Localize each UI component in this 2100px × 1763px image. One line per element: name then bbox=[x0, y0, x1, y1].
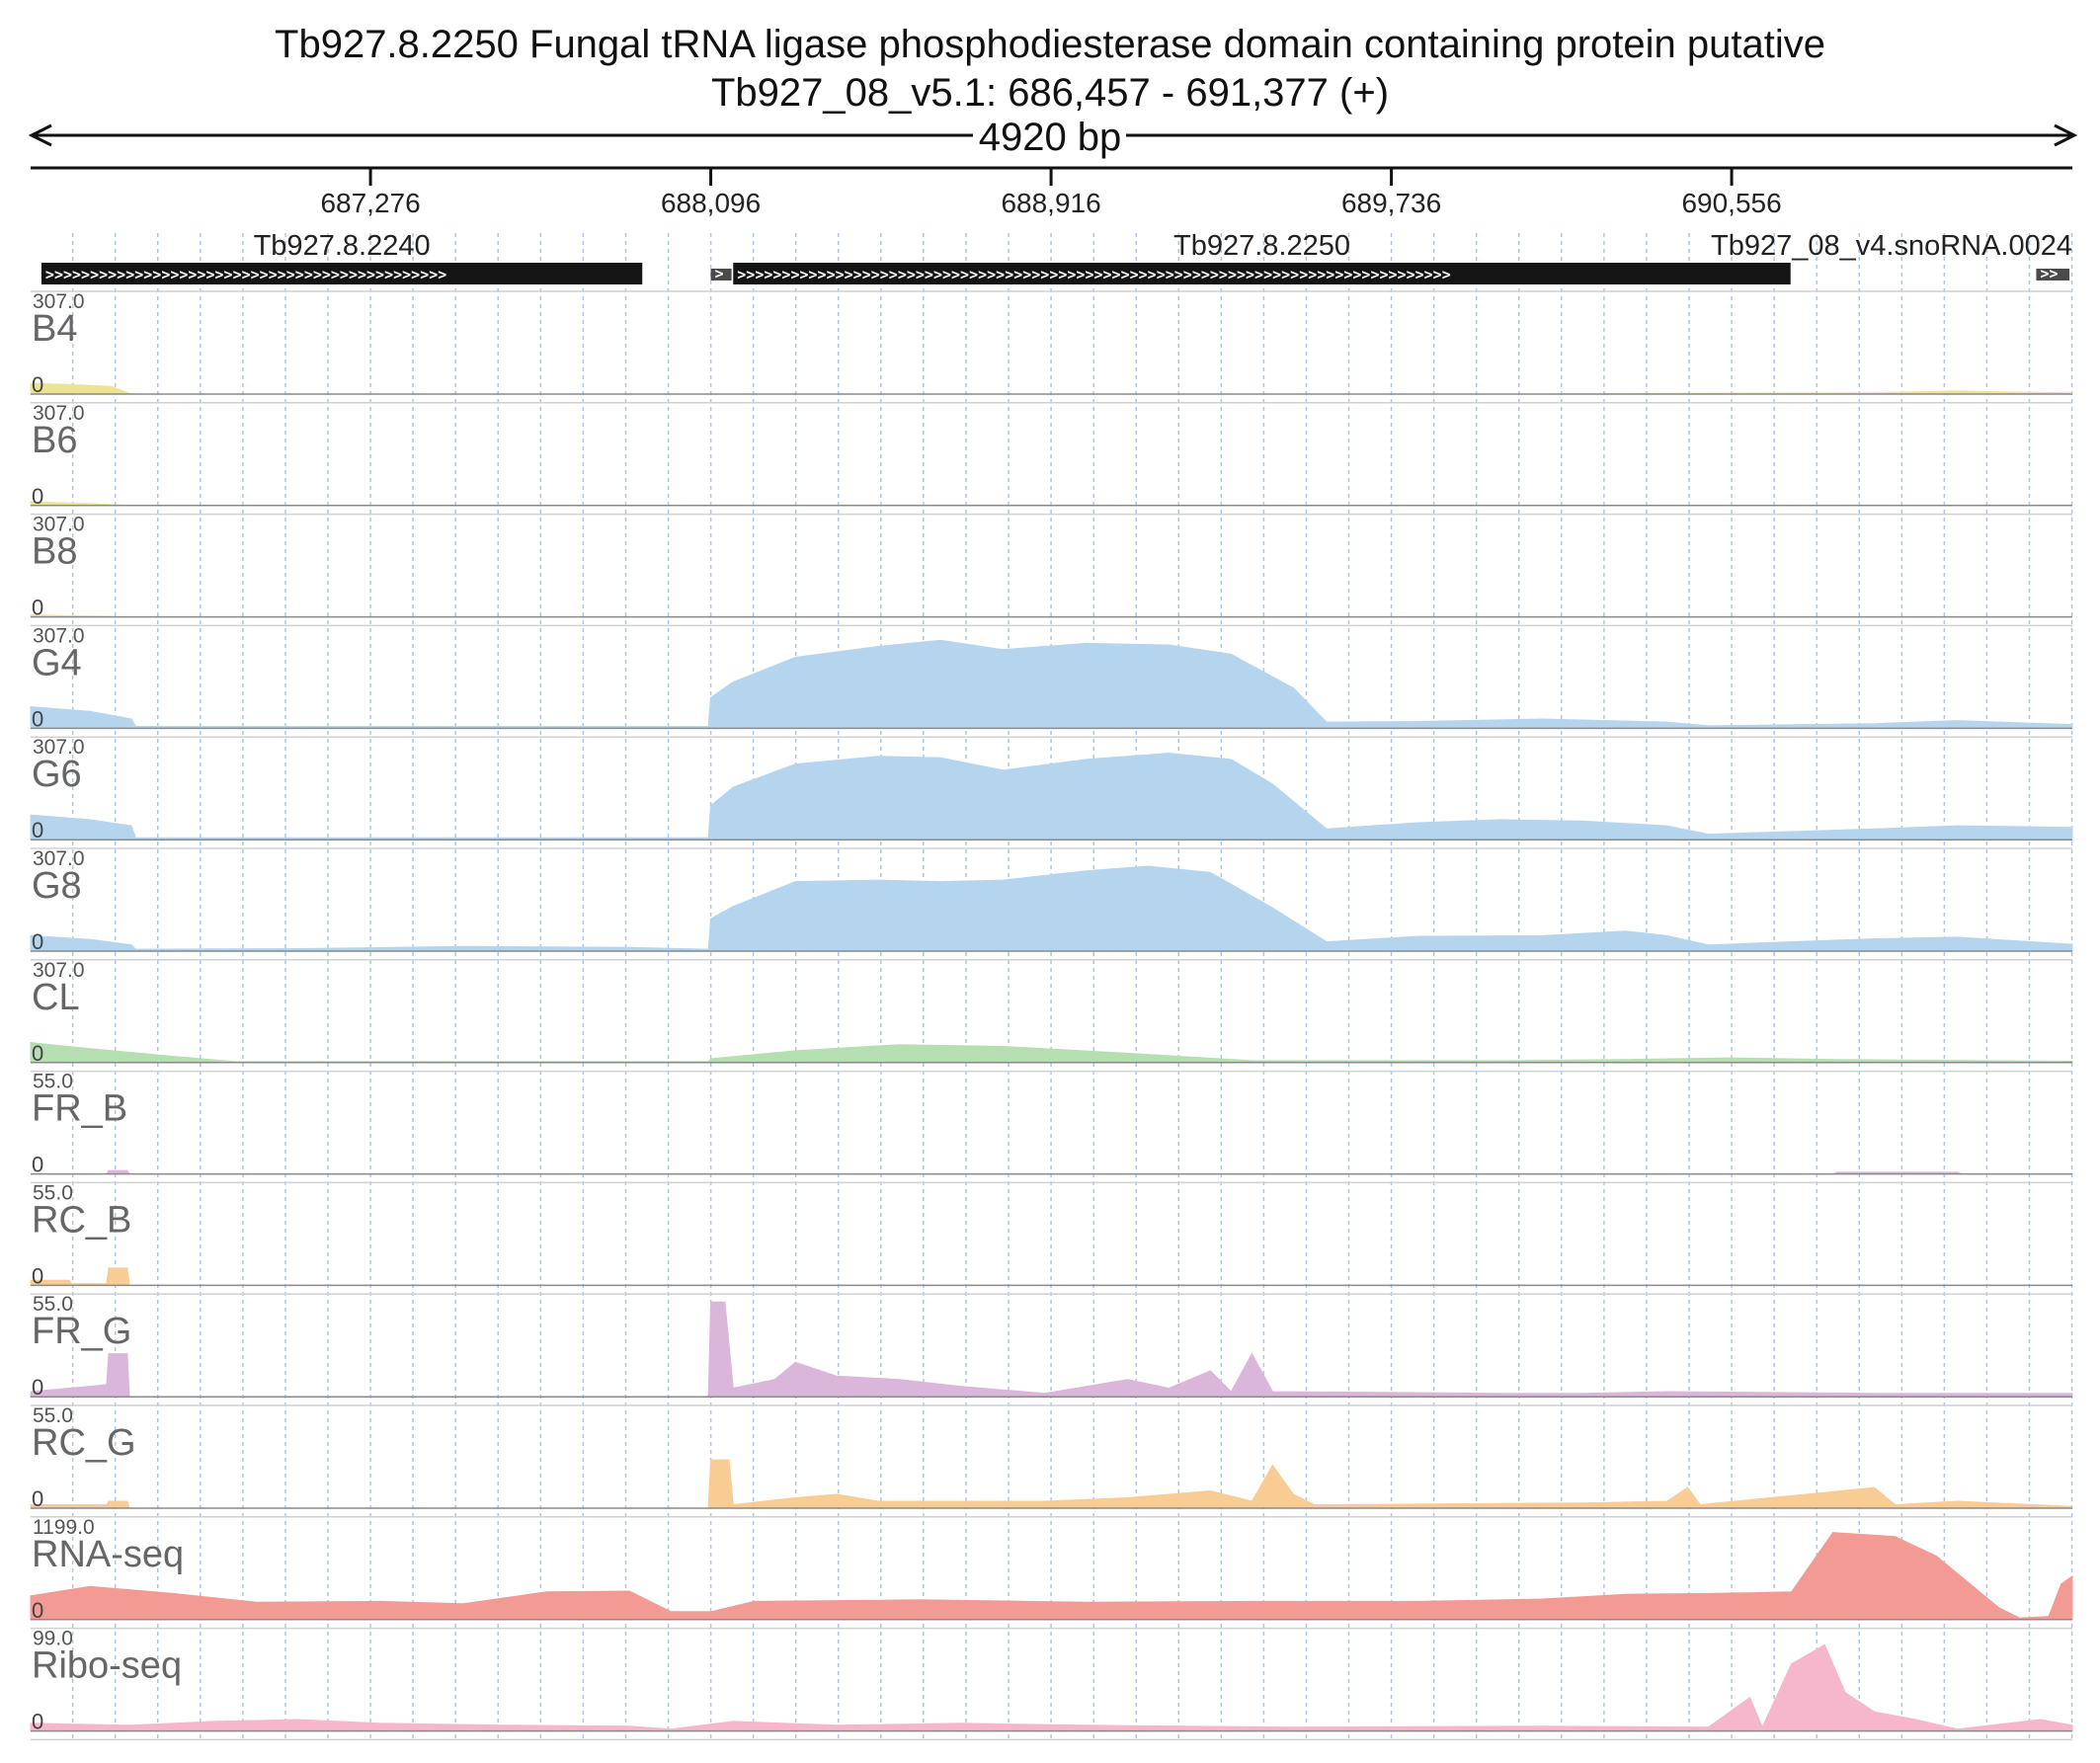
track-zero-label: 0 bbox=[32, 1486, 43, 1511]
strand-arrows: >>>>>>>>>>>>>>>>>>>>>>>>>>>>>>>>>>>>>>>>… bbox=[45, 266, 446, 283]
track-name: RNA-seq bbox=[32, 1534, 184, 1575]
track-max-label: 1199.0 bbox=[33, 1516, 95, 1539]
coverage-area bbox=[30, 382, 2073, 395]
span-ruler: 4920 bp bbox=[28, 116, 2078, 159]
track-zero-label: 0 bbox=[32, 706, 43, 731]
gene-feature: >>>>>>>>>>>>>>>>>>>>>>>>>>>>>>>>>>>>>>>>… bbox=[733, 230, 1791, 284]
track-max-label: 307.0 bbox=[33, 624, 85, 647]
track-g6: 307.0G6 0 bbox=[30, 736, 2073, 842]
gene-body bbox=[40, 263, 643, 284]
x-tick-label: 690,556 bbox=[1681, 188, 1781, 218]
track-name: RC_G bbox=[32, 1422, 136, 1464]
coverage-area bbox=[30, 639, 2073, 729]
gene-feature: > bbox=[710, 265, 732, 282]
track-cl: 307.0CL 0 bbox=[30, 959, 2073, 1066]
track-max-label: 307.0 bbox=[33, 847, 85, 870]
gene-feature: >>>>>>>>>>>>>>>>>>>>>>>>>>>>>>>>>>>>>>>>… bbox=[40, 230, 643, 284]
track-max-label: 307.0 bbox=[33, 514, 85, 536]
track-name: B4 bbox=[32, 308, 77, 350]
gridlines bbox=[71, 233, 2073, 1740]
track-zero-label: 0 bbox=[32, 484, 43, 509]
coverage-area bbox=[30, 1301, 2073, 1398]
track-rc-b: 55.0RC_B 0 bbox=[30, 1181, 2072, 1288]
track-zero-label: 0 bbox=[32, 1375, 43, 1400]
track-max-label: 55.0 bbox=[33, 1404, 73, 1427]
track-max-label: 307.0 bbox=[33, 959, 85, 982]
x-tick-label: 687,276 bbox=[320, 188, 420, 218]
track-zero-label: 0 bbox=[32, 596, 43, 620]
track-b6: 307.0B6 0 bbox=[30, 402, 2073, 509]
track-zero-label: 0 bbox=[32, 1598, 43, 1623]
track-rc-g: 55.0RC_G 0 bbox=[30, 1404, 2073, 1511]
track-fr-g: 55.0FR_G 0 bbox=[30, 1293, 2073, 1400]
track-zero-label: 0 bbox=[32, 1153, 43, 1177]
gene-label: Tb927.8.2240 bbox=[254, 230, 431, 262]
coverage-tracks: 307.0B40307.0B60307.0B80307.0G40307.0G60… bbox=[30, 290, 2073, 1741]
track-fr-b: 55.0FR_B 0 bbox=[31, 1071, 2072, 1177]
track-name: B8 bbox=[32, 531, 77, 573]
gene-label: Tb927.8.2250 bbox=[1173, 230, 1350, 262]
track-name: RC_B bbox=[32, 1199, 131, 1241]
coverage-area bbox=[30, 753, 2073, 841]
track-zero-label: 0 bbox=[32, 1710, 43, 1734]
coverage-area bbox=[30, 1041, 2073, 1064]
chart-title: Tb927.8.2250 Fungal tRNA ligase phosphod… bbox=[275, 23, 1825, 66]
track-max-label: 55.0 bbox=[33, 1293, 73, 1316]
x-tick-label: 689,736 bbox=[1341, 188, 1441, 218]
x-tick-label: 688,916 bbox=[1001, 188, 1100, 218]
strand-arrows: >>>>>>>>>>>>>>>>>>>>>>>>>>>>>>>>>>>>>>>>… bbox=[737, 266, 1450, 283]
track-g4: 307.0G4 0 bbox=[30, 624, 2073, 731]
span-label: 4920 bp bbox=[979, 116, 1122, 159]
track-max-label: 307.0 bbox=[33, 736, 85, 759]
gene-body bbox=[2036, 269, 2070, 280]
x-tick-label: 688,096 bbox=[661, 188, 761, 218]
track-name: G6 bbox=[32, 754, 82, 795]
track-max-label: 307.0 bbox=[33, 290, 85, 313]
gene-annotation-track: >>>>>>>>>>>>>>>>>>>>>>>>>>>>>>>>>>>>>>>>… bbox=[40, 230, 2072, 284]
track-zero-label: 0 bbox=[32, 929, 43, 954]
track-name: FR_G bbox=[32, 1311, 131, 1352]
coverage-area bbox=[30, 1643, 2073, 1732]
track-name: G8 bbox=[32, 865, 82, 907]
coverage-area bbox=[30, 865, 2073, 952]
track-name: CL bbox=[32, 977, 80, 1018]
chart-subtitle: Tb927_08_v5.1: 686,457 - 691,377 (+) bbox=[711, 71, 1389, 115]
track-max-label: 55.0 bbox=[33, 1071, 73, 1093]
track-g8: 307.0G8 0 bbox=[30, 847, 2073, 954]
coverage-area bbox=[30, 1459, 2073, 1509]
gene-feature: >> Tb927_08_v4.snoRNA.0024 bbox=[1711, 230, 2072, 282]
strand-arrows: >> bbox=[2040, 265, 2058, 282]
track-zero-label: 0 bbox=[32, 1041, 43, 1066]
track-b4: 307.0B4 0 bbox=[30, 290, 2073, 397]
track-zero-label: 0 bbox=[32, 372, 43, 397]
track-b8: 307.0B8 0 bbox=[30, 514, 2072, 620]
gene-label: Tb927_08_v4.snoRNA.0024 bbox=[1711, 230, 2072, 262]
track-name: FR_B bbox=[32, 1088, 127, 1130]
coverage-area bbox=[30, 1532, 2073, 1621]
gene-body bbox=[710, 269, 732, 280]
track-name: Ribo-seq bbox=[32, 1645, 182, 1687]
gene-body bbox=[733, 263, 1791, 284]
track-max-label: 99.0 bbox=[33, 1628, 73, 1650]
track-max-label: 55.0 bbox=[33, 1181, 73, 1204]
track-zero-label: 0 bbox=[32, 1263, 43, 1288]
track-zero-label: 0 bbox=[32, 818, 43, 842]
track-name: B6 bbox=[32, 420, 77, 461]
strand-arrows: > bbox=[715, 265, 724, 282]
track-max-label: 307.0 bbox=[33, 402, 85, 425]
x-axis-ticks: 687,276 688,096 688,916 689,736 690,556 bbox=[320, 168, 1782, 218]
track-name: G4 bbox=[32, 642, 82, 683]
